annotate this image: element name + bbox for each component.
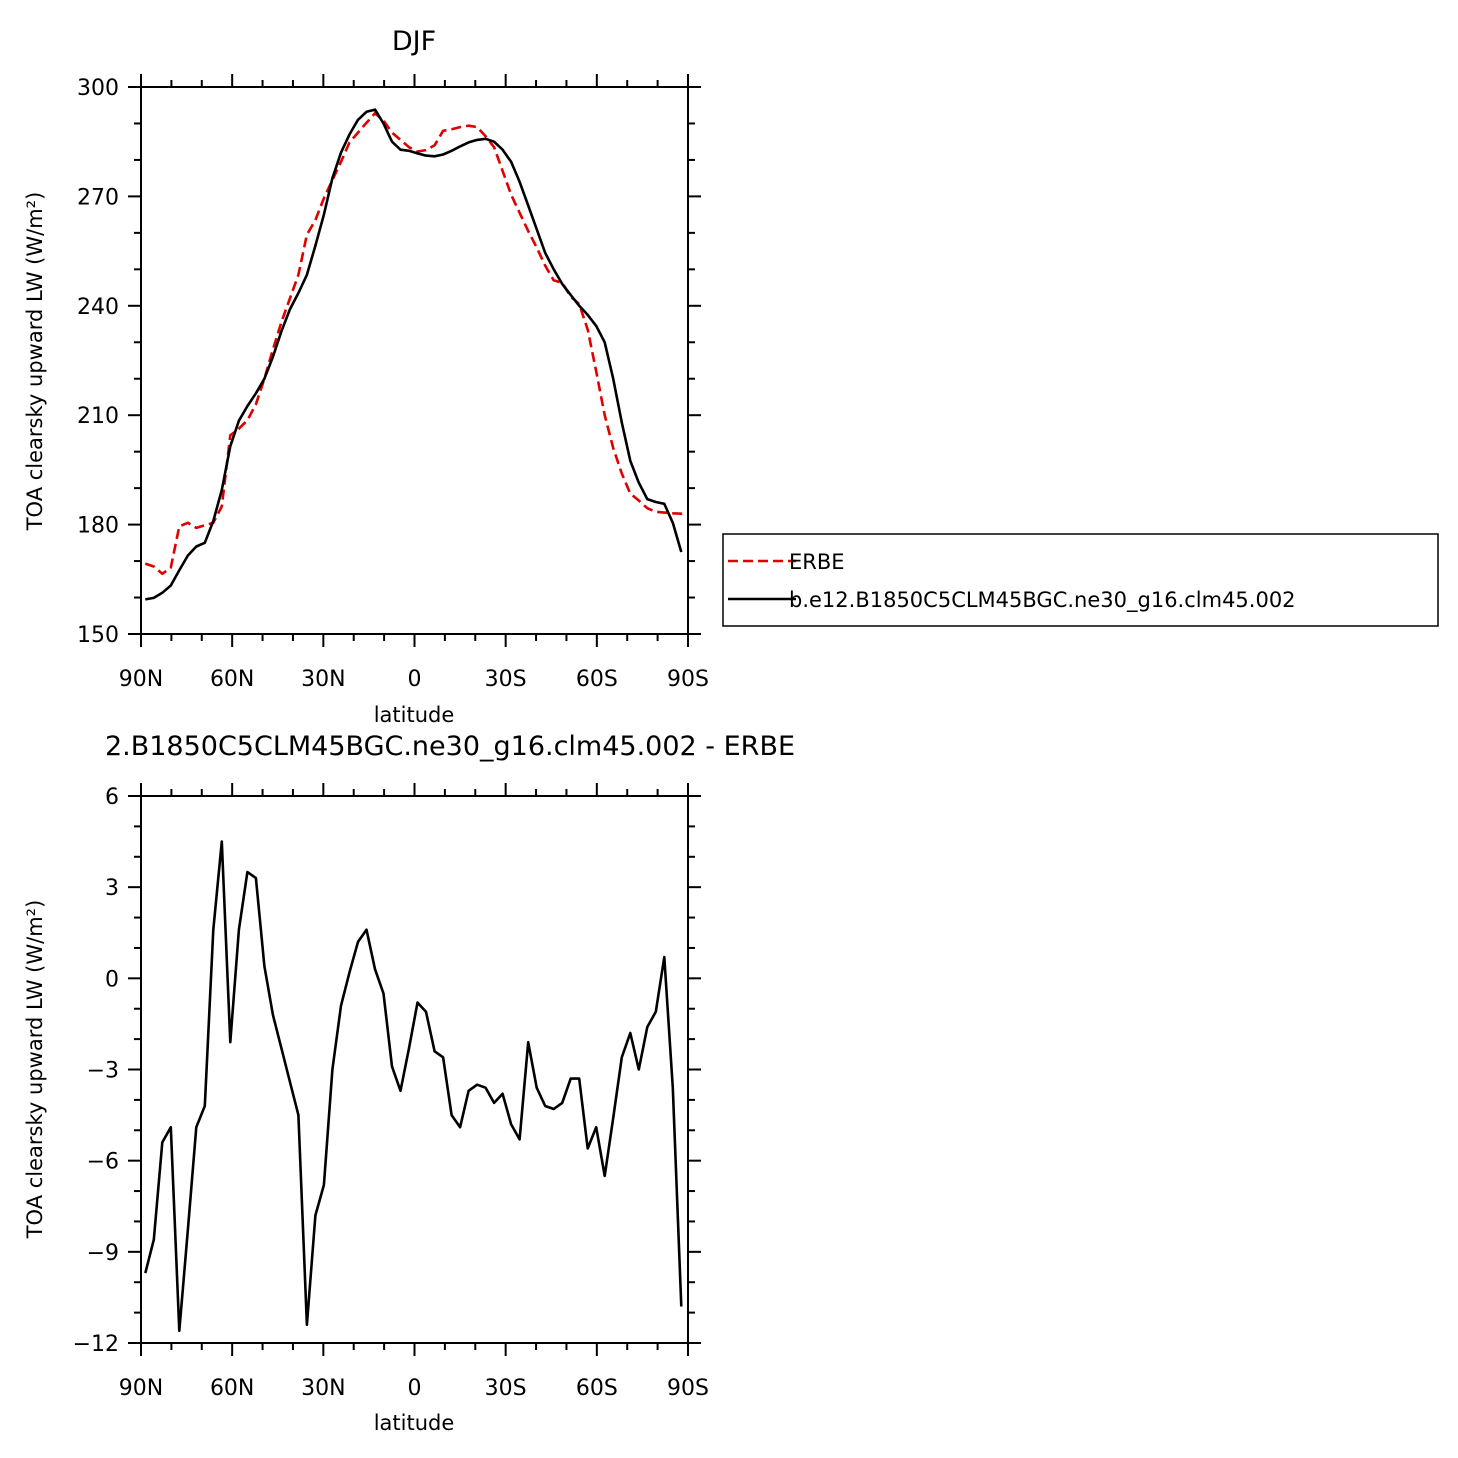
bottom-panel: 2.B1850C5CLM45BGC.ne30_g16.clm45.002 - E… [23, 731, 795, 1435]
top-axes: 90N 60N 30N 0 30S 60S 90S 150 180 210 240 270 300 [77, 74, 709, 692]
bottom-y-tick-label: 0 [105, 967, 119, 992]
bottom-y-tick-label: 6 [105, 785, 119, 810]
bottom-x-tick-label: 30S [485, 1376, 527, 1401]
top-x-tick-label: 30N [301, 667, 345, 692]
top-y-tick-label: 180 [77, 514, 119, 539]
top-x-tick-label: 30S [485, 667, 527, 692]
bottom-y-tick-label: −9 [87, 1241, 119, 1266]
legend-label-erbe: ERBE [789, 550, 845, 574]
top-x-tick-label: 90N [119, 667, 163, 692]
bottom-y-tick-label: 3 [105, 876, 119, 901]
top-y-tick-label: 240 [77, 295, 119, 320]
bottom-chart-title: 2.B1850C5CLM45BGC.ne30_g16.clm45.002 - E… [105, 731, 795, 762]
bottom-x-tick-label: 60N [210, 1376, 254, 1401]
legend-box [722, 533, 1439, 627]
bottom-x-axis-label: latitude [374, 1411, 455, 1435]
top-series-line-1 [145, 108, 683, 601]
top-y-axis-label: TOA clearsky upward LW (W/m²) [23, 192, 47, 532]
top-x-tick-label: 60N [210, 667, 254, 692]
top-x-axis-label: latitude [374, 703, 455, 727]
legend-label-model: b.e12.B1850C5CLM45BGC.ne30_g16.clm45.002 [789, 588, 1296, 613]
bottom-x-tick-label: 60S [576, 1376, 618, 1401]
top-series-group [144, 108, 684, 601]
bottom-x-tick-label: 90S [667, 1376, 709, 1401]
bottom-series-group [144, 840, 683, 1333]
bottom-x-tick-label: 30N [301, 1376, 345, 1401]
bottom-y-tick-label: −12 [73, 1332, 119, 1357]
legend: ERBE b.e12.B1850C5CLM45BGC.ne30_g16.clm4… [722, 533, 1439, 627]
top-chart-title: DJF [392, 26, 436, 57]
top-x-tick-label: 90S [667, 667, 709, 692]
bottom-y-axis-label: TOA clearsky upward LW (W/m²) [23, 900, 47, 1240]
bottom-series-line-0 [144, 840, 683, 1333]
top-y-tick-label: 150 [77, 623, 119, 648]
bottom-y-tick-label: −3 [87, 1059, 119, 1084]
bottom-axes: 90N 60N 30N 0 30S 60S 90S −12 −9 −6 −3 0 3 6 [73, 783, 709, 1401]
bottom-x-tick-label: 0 [408, 1376, 422, 1401]
top-y-tick-label: 210 [77, 404, 119, 429]
top-plot-frame [140, 86, 689, 635]
top-x-tick-label: 60S [576, 667, 618, 692]
top-y-tick-label: 270 [77, 185, 119, 210]
top-series-line-0 [144, 112, 684, 576]
top-y-tick-label: 300 [77, 76, 119, 101]
top-panel: DJF 90N 60N 30N 0 30S 60S 90S 150 180 210 240 270 30… [23, 26, 709, 727]
bottom-x-tick-label: 90N [119, 1376, 163, 1401]
top-x-tick-label: 0 [408, 667, 422, 692]
bottom-y-tick-label: −6 [87, 1150, 119, 1175]
